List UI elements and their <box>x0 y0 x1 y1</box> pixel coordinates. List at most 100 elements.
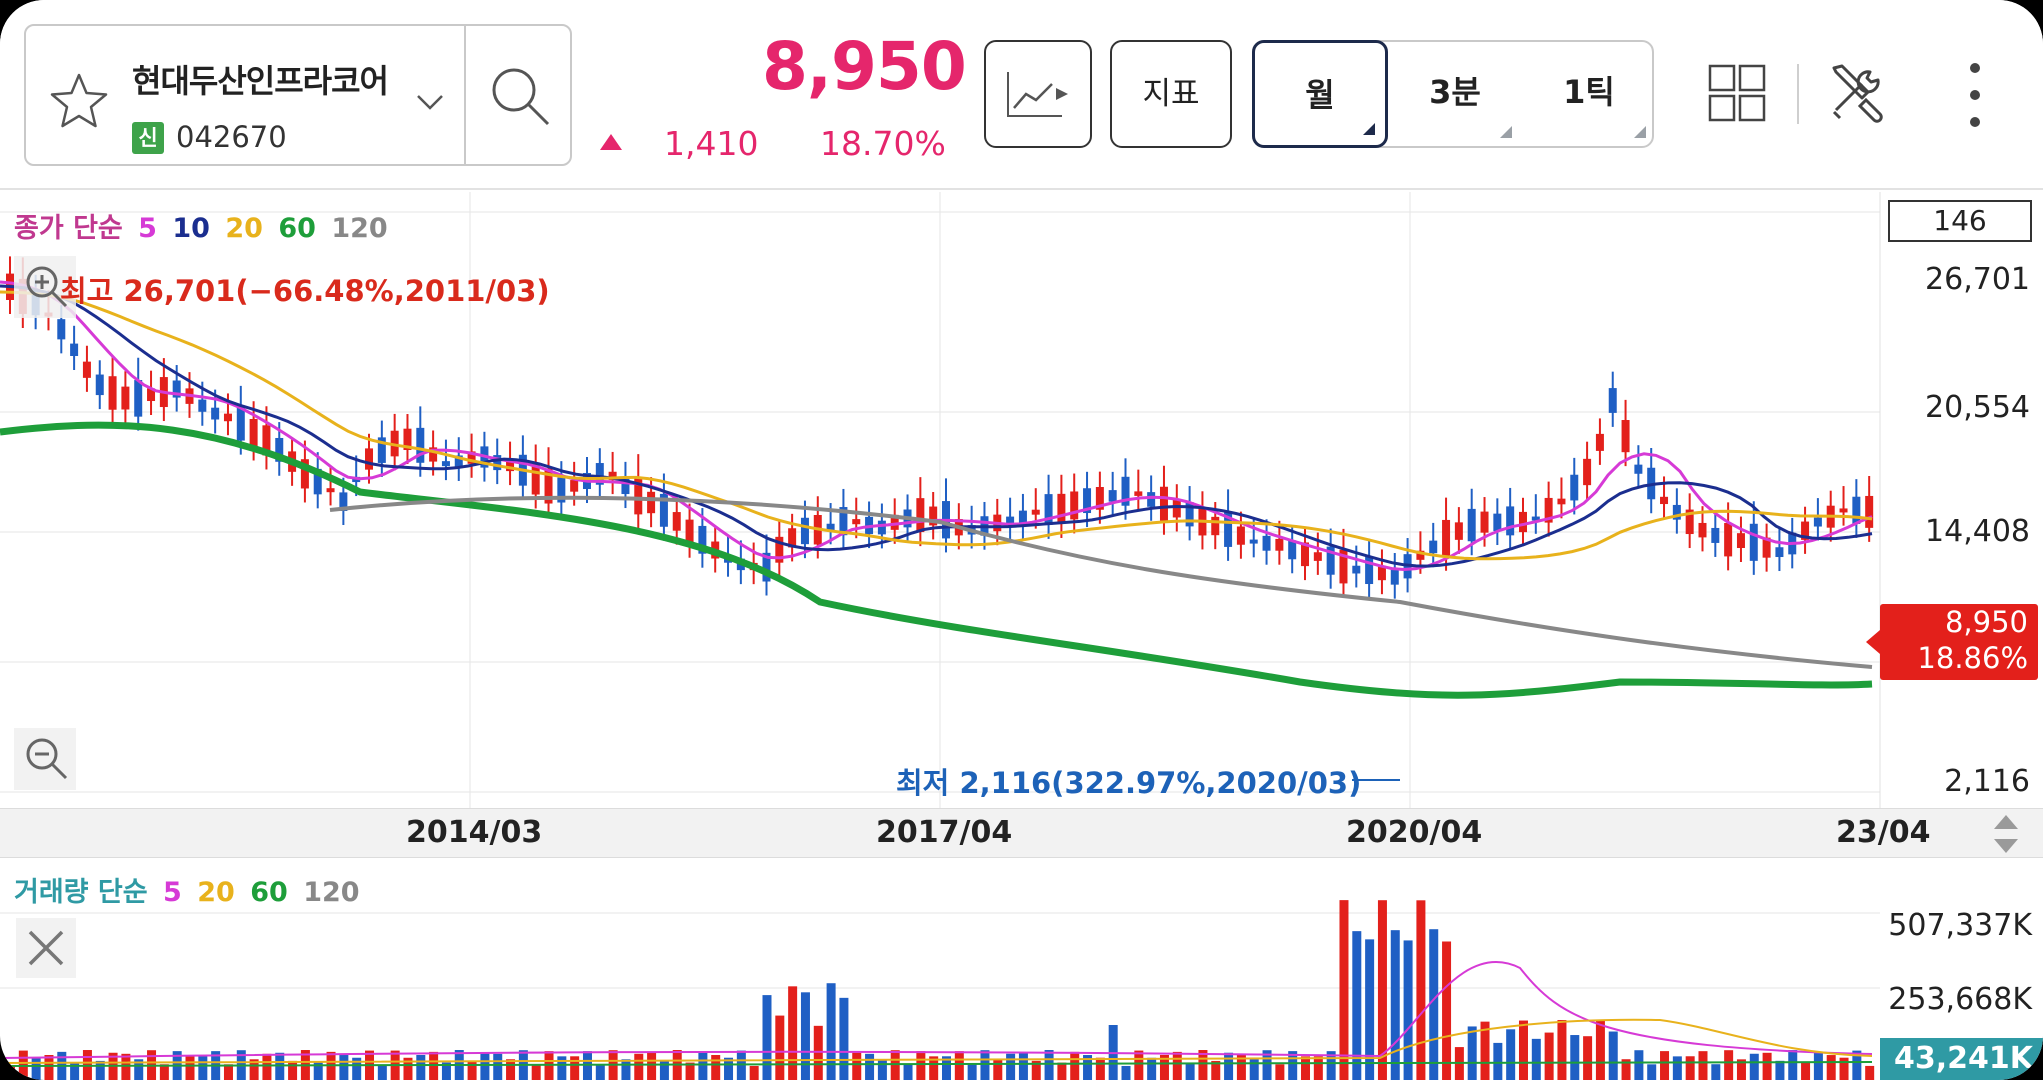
volume-bar <box>1595 1020 1605 1080</box>
zoom-in-icon[interactable] <box>14 256 76 318</box>
volume-bar <box>1839 1057 1849 1080</box>
volume-bar <box>1198 1050 1208 1080</box>
volume-bar <box>993 1059 1003 1080</box>
new-listing-badge: 신 <box>132 122 164 154</box>
candle-body <box>557 477 566 503</box>
candle-body <box>1518 511 1527 533</box>
volume-bar <box>506 1059 516 1080</box>
volume-bar <box>467 1060 477 1080</box>
volume-bar <box>890 1050 900 1080</box>
candle-body <box>647 491 656 514</box>
volume-bar <box>916 1051 926 1080</box>
candlestick-plot[interactable] <box>0 192 2043 808</box>
volume-bar <box>1031 1060 1041 1080</box>
candle-body <box>1159 486 1168 521</box>
volume-bar <box>339 1055 349 1080</box>
volume-bar <box>788 986 798 1080</box>
candle-body <box>1070 491 1079 520</box>
candle-body <box>147 388 156 402</box>
price-chart[interactable]: 종가 단순 5 10 20 60 120 최고 26,701(−66.48%,2… <box>0 192 2043 808</box>
volume-bar <box>698 1051 708 1080</box>
volume-plot[interactable] <box>0 858 2043 1080</box>
zoom-out-icon[interactable] <box>14 728 76 790</box>
volume-bar <box>1172 1051 1182 1080</box>
candle-body <box>313 468 322 495</box>
volume-bar <box>1493 1042 1503 1080</box>
tools-icon[interactable] <box>1826 60 1890 124</box>
search-button[interactable] <box>466 26 572 164</box>
legend-ma60: 60 <box>278 213 316 244</box>
volume-bar <box>557 1056 567 1080</box>
candle-body <box>198 399 207 412</box>
legend-vol-ma5: 5 <box>163 877 182 908</box>
volume-bar <box>1083 1055 1093 1080</box>
volume-bar <box>1339 900 1349 1080</box>
candle-body <box>1249 539 1258 544</box>
chevron-down-icon[interactable] <box>410 82 450 122</box>
candle-body <box>1236 526 1245 545</box>
volume-bar <box>531 1064 541 1080</box>
candle-body <box>1275 538 1284 551</box>
candle-body <box>1839 508 1848 513</box>
stock-name[interactable]: 현대두산인프라코어 <box>132 62 389 100</box>
period-monthly[interactable]: 월 <box>1252 40 1388 148</box>
chart-scroll-arrows-icon[interactable] <box>1988 811 2024 857</box>
volume-bar <box>1544 1032 1554 1080</box>
y-label-low: 2,116 <box>1944 764 2030 799</box>
period-label: 3분 <box>1429 73 1481 111</box>
candle-body <box>1006 516 1015 527</box>
volume-bar <box>813 1025 823 1080</box>
volume-bar <box>621 1059 631 1080</box>
close-icon[interactable] <box>16 918 76 978</box>
price-legend: 종가 단순 5 10 20 60 120 <box>14 206 394 245</box>
period-3min[interactable]: 3분 <box>1388 40 1522 148</box>
candle-body <box>1749 523 1758 561</box>
legend-vol-ma60: 60 <box>250 877 288 908</box>
candle-body <box>1865 495 1874 528</box>
period-1tick[interactable]: 1틱 <box>1522 40 1656 148</box>
candle-body <box>1557 498 1566 505</box>
candle-body <box>1480 511 1489 533</box>
volume-bar <box>416 1054 426 1080</box>
volume-bar <box>1288 1051 1298 1080</box>
candle-body <box>416 427 425 463</box>
volume-y-label-high: 507,337K <box>1888 908 2032 943</box>
volume-bar <box>70 1062 80 1080</box>
volume-bar <box>134 1059 144 1080</box>
volume-bar <box>1621 1059 1631 1080</box>
volume-bar <box>1711 1064 1721 1080</box>
chart-type-button[interactable] <box>984 40 1092 148</box>
stock-selector[interactable]: 현대두산인프라코어 신 042670 <box>24 24 572 166</box>
indicator-button[interactable]: 지표 <box>1110 40 1232 148</box>
corner-mark <box>1500 126 1512 138</box>
candle-body <box>1031 509 1040 515</box>
volume-bar <box>1429 929 1439 1080</box>
candle-body <box>595 463 604 485</box>
candle-body <box>1724 523 1733 557</box>
candle-body <box>800 517 809 545</box>
volume-bar <box>942 1056 951 1080</box>
candle-body <box>1454 522 1463 540</box>
volume-bar <box>31 1057 41 1080</box>
legend-vol-ma20: 20 <box>197 877 235 908</box>
candle-body <box>531 463 540 495</box>
grid-layout-icon[interactable] <box>1708 64 1766 122</box>
volume-bar <box>1672 1056 1682 1080</box>
volume-chart[interactable]: 거래량 단순 5 20 60 120 507,337K 253,668K 43,… <box>0 858 2043 1080</box>
volume-bar <box>1801 1062 1811 1080</box>
volume-bar <box>980 1050 990 1080</box>
candle-body <box>300 459 309 489</box>
candle-body <box>377 437 386 463</box>
more-vertical-icon[interactable] <box>1962 60 1988 130</box>
candle-count-box[interactable]: 146 <box>1888 200 2032 242</box>
star-icon[interactable] <box>48 70 110 132</box>
volume-bar <box>493 1053 503 1080</box>
volume-bar <box>198 1056 208 1080</box>
candle-body <box>1493 513 1502 532</box>
volume-bar <box>352 1057 362 1080</box>
candle-body <box>929 506 938 526</box>
volume-bar <box>95 1060 105 1080</box>
vol-ma20-line <box>0 1018 1873 1064</box>
x-label-2017: 2017/04 <box>876 815 1013 850</box>
volume-bar <box>724 1057 734 1080</box>
